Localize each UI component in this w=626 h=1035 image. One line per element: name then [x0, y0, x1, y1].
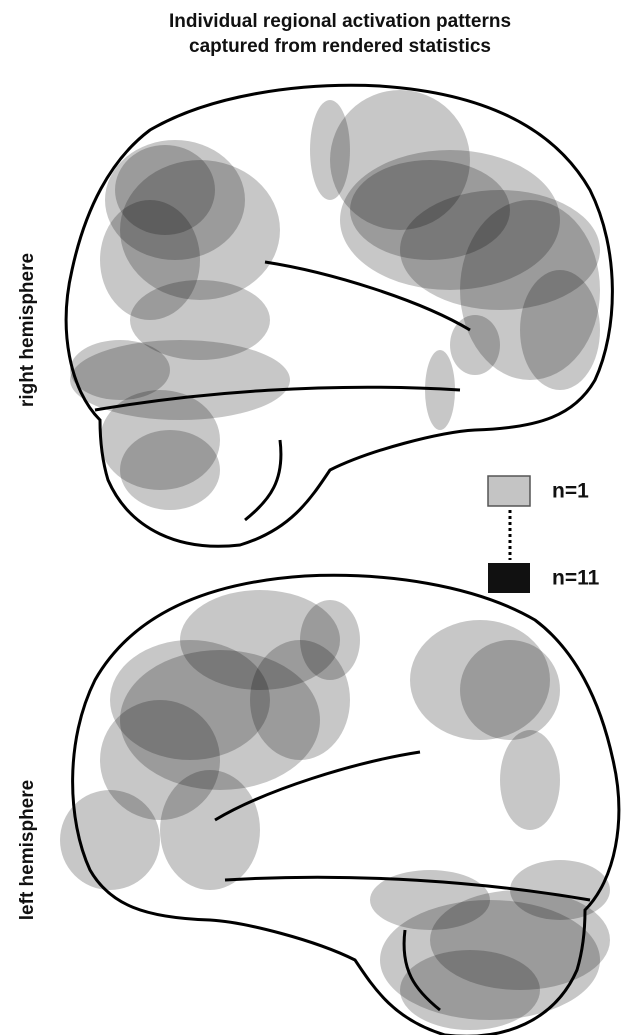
title-line: Individual regional activation patterns [169, 11, 511, 32]
legend-swatch-low [488, 476, 530, 506]
legend: n=1 n=11 [488, 476, 600, 593]
panel-label: left hemisphere [17, 780, 38, 920]
legend-swatch-high [488, 563, 530, 593]
panel-label: right hemisphere [17, 253, 38, 407]
figure: Individual regional activation patterns … [0, 0, 626, 1035]
legend-label: n=11 [552, 567, 600, 590]
title-line: captured from rendered statistics [189, 36, 491, 57]
legend-label: n=1 [552, 480, 589, 503]
left-brain [60, 575, 619, 1035]
